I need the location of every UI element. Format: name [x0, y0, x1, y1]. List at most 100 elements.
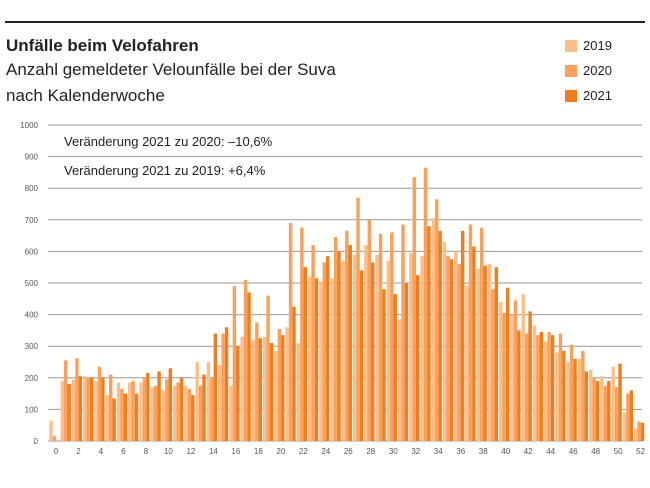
- x-tick-label: 0: [54, 447, 59, 456]
- bar-2021-week-11: [179, 377, 184, 441]
- bar-2020-week-5: [108, 374, 113, 441]
- y-tick-label: 300: [25, 342, 39, 351]
- bar-2019-week-17: [240, 336, 244, 441]
- bar-2021-week-13: [202, 374, 206, 441]
- bar-2020-week-44: [547, 331, 551, 441]
- bar-2021-week-16: [236, 346, 240, 441]
- bar-2019-week-0: [49, 420, 53, 441]
- bar-2021-week-33: [427, 226, 431, 441]
- x-tick-label: 30: [389, 447, 398, 456]
- bar-2019-week-39: [487, 264, 492, 441]
- y-tick-label: 100: [25, 405, 39, 414]
- y-tick-label: 700: [25, 216, 39, 225]
- x-tick-label: 32: [411, 447, 420, 456]
- x-tick-label: 48: [591, 447, 600, 456]
- bar-2020-week-8: [142, 377, 147, 441]
- bar-2021-week-3: [89, 377, 94, 441]
- x-tick-label: 2: [76, 447, 81, 456]
- bar-2019-week-19: [262, 336, 267, 441]
- bar-2021-week-31: [404, 283, 409, 441]
- bar-2019-week-14: [206, 362, 211, 441]
- x-tick-label: 16: [231, 447, 240, 456]
- x-tick-label: 10: [164, 447, 173, 456]
- bar-2020-week-13: [198, 385, 203, 441]
- y-tick-label: 600: [25, 247, 39, 256]
- bar-2020-week-1: [64, 360, 68, 441]
- x-tick-label: 14: [209, 447, 218, 456]
- top-rule: [5, 21, 645, 23]
- bar-2021-week-2: [78, 376, 83, 441]
- bar-2021-week-34: [438, 230, 442, 441]
- bar-2020-week-20: [277, 328, 282, 441]
- bar-2020-week-2: [75, 358, 79, 441]
- chart-title: Unfälle beim Velofahren: [6, 36, 199, 55]
- bar-2019-week-11: [173, 385, 177, 441]
- bar-2019-week-42: [521, 294, 525, 441]
- bar-2020-week-31: [401, 224, 405, 441]
- legend-item-2020: 2020: [565, 63, 612, 78]
- bar-2019-week-23: [307, 276, 312, 441]
- legend-swatch: [565, 39, 577, 52]
- bar-2019-week-21: [285, 327, 289, 441]
- bar-2019-week-8: [139, 382, 143, 441]
- bar-2021-week-15: [224, 327, 229, 441]
- bar-2019-week-7: [128, 382, 132, 441]
- bar-2021-week-23: [314, 278, 319, 441]
- x-tick-label: 20: [276, 447, 285, 456]
- bar-2019-week-29: [375, 254, 379, 441]
- bar-2020-week-18: [255, 322, 259, 441]
- bar-2020-week-43: [536, 335, 540, 441]
- bar-2021-week-39: [494, 267, 499, 441]
- bar-2020-week-46: [569, 344, 574, 441]
- bar-2020-week-21: [288, 222, 293, 441]
- bar-2019-week-22: [296, 343, 301, 441]
- bar-2019-week-12: [184, 385, 188, 441]
- bar-2019-week-13: [195, 362, 199, 441]
- legend-item-2019: 2019: [565, 38, 612, 53]
- bar-2020-week-4: [97, 366, 102, 441]
- bar-2020-week-16: [232, 286, 237, 441]
- bar-2019-week-37: [465, 286, 469, 441]
- bar-2020-week-22: [300, 227, 304, 441]
- bar-2020-week-47: [581, 350, 585, 441]
- bar-2019-week-34: [431, 218, 436, 441]
- bar-2019-week-45: [555, 352, 559, 441]
- x-tick-label: 42: [524, 447, 533, 456]
- annotation-change-2020: Veränderung 2021 zu 2020: –10,6%: [62, 134, 275, 149]
- bar-2021-week-9: [157, 371, 161, 441]
- bar-2020-week-24: [322, 262, 327, 441]
- bar-2021-week-37: [472, 246, 476, 441]
- bar-2019-week-44: [544, 341, 548, 441]
- bar-2019-week-16: [229, 385, 233, 441]
- bar-2020-week-39: [491, 289, 495, 441]
- bar-2021-week-20: [281, 335, 285, 441]
- y-tick-label: 500: [25, 279, 39, 288]
- bar-2021-week-8: [146, 373, 150, 441]
- bar-2020-week-32: [412, 177, 416, 441]
- bar-2021-week-50: [618, 363, 622, 441]
- bar-2020-week-14: [210, 377, 214, 441]
- bar-2019-week-38: [476, 268, 481, 441]
- x-tick-label: 52: [636, 447, 645, 456]
- x-tick-label: 8: [144, 447, 149, 456]
- bar-2021-week-47: [584, 371, 589, 441]
- bar-2019-week-5: [105, 395, 109, 441]
- bar-2021-week-24: [326, 256, 330, 441]
- bar-2019-week-36: [454, 251, 458, 441]
- bar-2021-week-27: [359, 270, 364, 441]
- bar-2020-week-49: [603, 385, 608, 441]
- x-tick-label: 28: [366, 447, 375, 456]
- legend-swatch: [565, 64, 577, 77]
- x-tick-label: 24: [321, 447, 330, 456]
- bar-2020-week-36: [457, 264, 461, 441]
- bar-2021-week-48: [595, 380, 600, 441]
- bar-2021-week-10: [168, 368, 173, 441]
- bar-2020-week-42: [524, 333, 529, 441]
- legend-swatch: [565, 89, 577, 102]
- x-tick-label: 6: [121, 447, 126, 456]
- x-tick-label: 36: [456, 447, 465, 456]
- bar-2019-week-31: [397, 319, 402, 441]
- x-tick-label: 4: [99, 447, 104, 456]
- bar-2021-week-32: [415, 275, 420, 441]
- bar-2019-week-33: [420, 256, 424, 441]
